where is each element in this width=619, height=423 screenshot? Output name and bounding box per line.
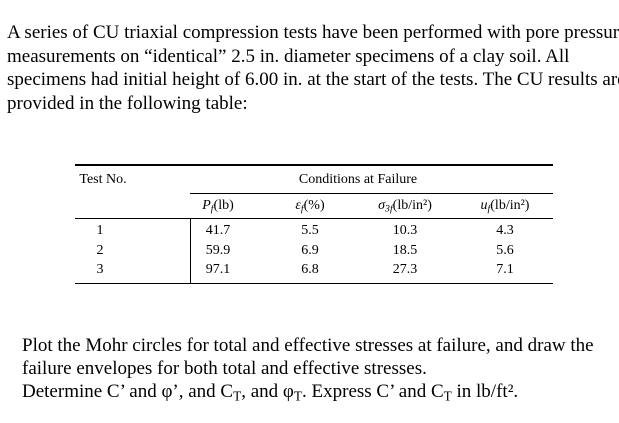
- table-cell: 3: [96, 262, 104, 277]
- unit: (%): [303, 198, 325, 213]
- table-cell: 10.3: [392, 223, 418, 238]
- text: . Express C’ and C: [302, 381, 444, 402]
- task-line: failure envelopes for both total and eff…: [22, 358, 427, 380]
- group-rule: [190, 193, 553, 194]
- symbol: P: [202, 198, 211, 213]
- table-bottom-rule: [75, 283, 553, 284]
- table-cell: 6.9: [301, 242, 319, 258]
- subscript: f: [300, 203, 304, 215]
- table-cell: 27.3: [392, 262, 418, 277]
- subscript: T: [293, 388, 303, 404]
- symbol: u: [480, 198, 488, 213]
- symbol: ε: [295, 198, 301, 213]
- text: in lb/ft².: [451, 381, 519, 402]
- table-cell: 6.8: [301, 262, 319, 277]
- intro-line: A series of CU triaxial compression test…: [7, 22, 619, 43]
- column-rule: [190, 219, 191, 283]
- table-cell: 2: [96, 242, 104, 258]
- header-rule: [75, 218, 553, 219]
- column-header: uf(lb/in²): [481, 198, 530, 214]
- table-cell: 1: [96, 223, 104, 238]
- intro-line: specimens had initial height of 6.00 in.…: [7, 69, 619, 90]
- test-no-header: Test No.: [79, 172, 127, 187]
- table-cell: 59.9: [205, 242, 231, 258]
- unit: (lb/in²): [392, 198, 432, 213]
- table-top-rule: [75, 164, 553, 166]
- subscript: T: [233, 388, 242, 404]
- task-line: Determine C’ and φ’, and CT, and φT. Exp…: [22, 381, 518, 404]
- text: , and φ: [241, 381, 294, 402]
- unit: (lb/in²): [490, 198, 530, 213]
- table-cell: 7.1: [496, 262, 514, 277]
- subscript: T: [443, 388, 452, 404]
- intro-line: measurements on “identical” 2.5 in. diam…: [7, 45, 570, 67]
- task-line: Plot the Mohr circles for total and effe…: [22, 335, 594, 357]
- subscript: f: [487, 203, 491, 215]
- column-header: Pf(lb): [202, 198, 234, 214]
- column-header: σ3f(lb/in²): [378, 198, 432, 214]
- text: Plot the Mohr circles for total and effe…: [22, 335, 594, 356]
- table-cell: 18.5: [392, 242, 418, 258]
- table-cell: 4.3: [496, 223, 514, 238]
- text: failure envelopes for both total and eff…: [22, 358, 427, 379]
- subscript: 3f: [385, 203, 393, 215]
- group-header: Conditions at Failure: [298, 172, 418, 187]
- column-header: εf(%): [295, 198, 324, 214]
- table-cell: 5.6: [496, 242, 514, 258]
- table-cell: 41.7: [205, 223, 231, 238]
- table-cell: 97.1: [205, 262, 231, 277]
- subscript: f: [210, 203, 214, 215]
- text: Determine C’ and φ’, and C: [22, 381, 234, 402]
- symbol: σ: [378, 198, 386, 213]
- unit: (lb): [213, 198, 234, 213]
- table-cell: 5.5: [301, 223, 319, 238]
- intro-line: provided in the following table:: [7, 92, 248, 114]
